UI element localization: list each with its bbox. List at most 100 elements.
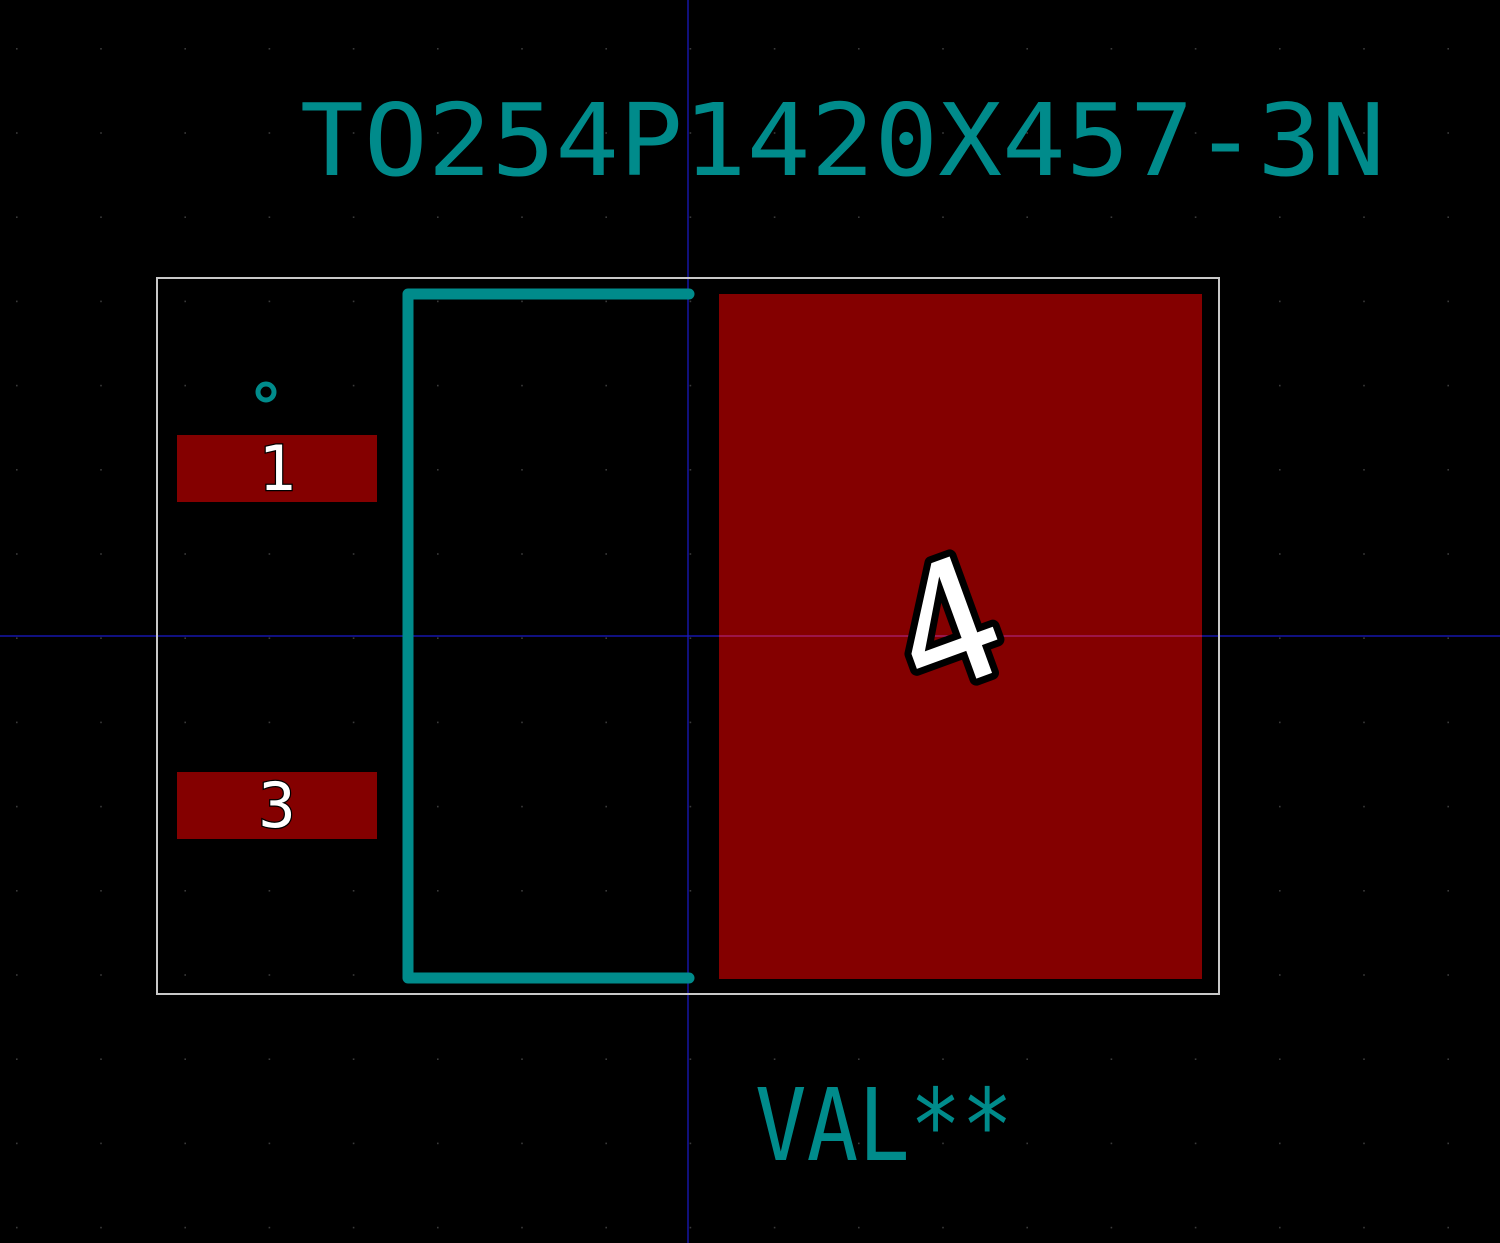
value-text[interactable]: VAL**: [755, 1067, 1013, 1184]
grid-dot: [858, 132, 860, 134]
grid-dot: [942, 132, 944, 134]
grid-dot: [184, 1058, 186, 1060]
pad-1[interactable]: [177, 435, 377, 502]
grid-dot: [16, 469, 18, 471]
grid-dot: [268, 553, 271, 555]
grid-dot: [16, 637, 18, 639]
grid-dot: [16, 890, 18, 892]
grid-dot: [100, 300, 102, 303]
grid-dot: [521, 637, 523, 639]
grid-dot: [521, 1142, 523, 1145]
grid-dot: [352, 300, 355, 303]
grid-dot: [184, 384, 186, 387]
grid-dot: [1447, 721, 1449, 724]
grid-dot: [1026, 132, 1028, 134]
grid-dot: [268, 890, 271, 892]
grid-dot: [858, 1058, 860, 1060]
grid-dot: [100, 637, 102, 639]
grid-dot: [100, 1142, 102, 1145]
grid-dot: [184, 890, 186, 892]
grid-dot: [521, 805, 523, 808]
grid-dot: [605, 132, 607, 134]
grid-dot: [352, 48, 355, 50]
grid-dot: [605, 1142, 607, 1145]
grid-dot: [689, 721, 692, 724]
grid-dot: [437, 1142, 439, 1145]
grid-dot: [184, 974, 186, 976]
grid-dot: [1447, 216, 1449, 218]
grid-dot: [352, 132, 355, 134]
grid-dot: [100, 553, 102, 555]
grid-dot: [521, 216, 523, 218]
grid-dot: [1363, 637, 1365, 639]
grid-dot: [100, 890, 102, 892]
grid-dot: [1447, 132, 1449, 134]
grid-dot: [521, 1226, 523, 1229]
pad-1-label: 1: [258, 432, 295, 505]
grid-dot: [773, 1226, 776, 1229]
grid-dot: [352, 553, 355, 555]
grid-dot: [437, 216, 439, 218]
grid-dot: [1363, 469, 1365, 471]
grid-dot: [352, 637, 355, 639]
grid-dot: [184, 1142, 186, 1145]
grid-dot: [184, 721, 186, 724]
grid-dot: [942, 1142, 944, 1145]
grid-dot: [1363, 132, 1365, 134]
grid-dot: [605, 216, 607, 218]
grid-dot: [689, 805, 692, 808]
grid-dot: [352, 1058, 355, 1060]
grid-dot: [605, 805, 607, 808]
grid-dot: [521, 48, 523, 50]
grid-dot: [16, 1226, 18, 1229]
grid-dot: [689, 553, 692, 555]
grid-dot: [100, 1226, 102, 1229]
grid-dot: [1279, 805, 1281, 808]
grid-dot: [1363, 1058, 1365, 1060]
grid-dot: [1447, 48, 1449, 50]
grid-dot: [352, 721, 355, 724]
grid-dot: [689, 132, 692, 134]
grid-dot: [1363, 216, 1365, 218]
grid-dot: [1363, 1226, 1365, 1229]
grid-dot: [605, 1226, 607, 1229]
grid-dot: [689, 48, 692, 50]
grid-dot: [437, 48, 439, 50]
grid-dot: [184, 553, 186, 555]
grid-dot: [1110, 216, 1113, 218]
grid-dot: [689, 384, 692, 387]
grid-dot: [184, 216, 186, 218]
grid-dot: [100, 1058, 102, 1060]
grid-dot: [1363, 384, 1365, 387]
grid-dot: [16, 974, 18, 976]
grid-dot: [605, 384, 607, 387]
grid-dot: [605, 721, 607, 724]
grid-dot: [100, 974, 102, 976]
grid-dot: [437, 805, 439, 808]
grid-dot: [16, 48, 18, 50]
grid-dot: [689, 1058, 692, 1060]
grid-dot: [100, 721, 102, 724]
grid-dot: [942, 1226, 944, 1229]
grid-dot: [521, 890, 523, 892]
grid-dot: [858, 48, 860, 50]
grid-dot: [16, 1058, 18, 1060]
grid-dot: [268, 637, 271, 639]
grid-dot: [1363, 48, 1365, 50]
reference-designator-text[interactable]: TO254P1420X457-3N: [300, 82, 1385, 199]
grid-dot: [1279, 890, 1281, 892]
grid-dot: [1447, 1142, 1449, 1145]
grid-dot: [942, 216, 944, 218]
grid-dot: [437, 721, 439, 724]
grid-dot: [16, 300, 18, 303]
pad-3[interactable]: [177, 772, 377, 839]
grid-dot: [1026, 1058, 1028, 1060]
grid-dot: [184, 132, 186, 134]
grid-dot: [1279, 637, 1281, 639]
grid-dot: [689, 1226, 692, 1229]
grid-dot: [437, 1058, 439, 1060]
grid-dot: [942, 1058, 944, 1060]
grid-dot: [1194, 1142, 1197, 1145]
grid-dot: [1279, 48, 1281, 50]
grid-dot: [100, 469, 102, 471]
